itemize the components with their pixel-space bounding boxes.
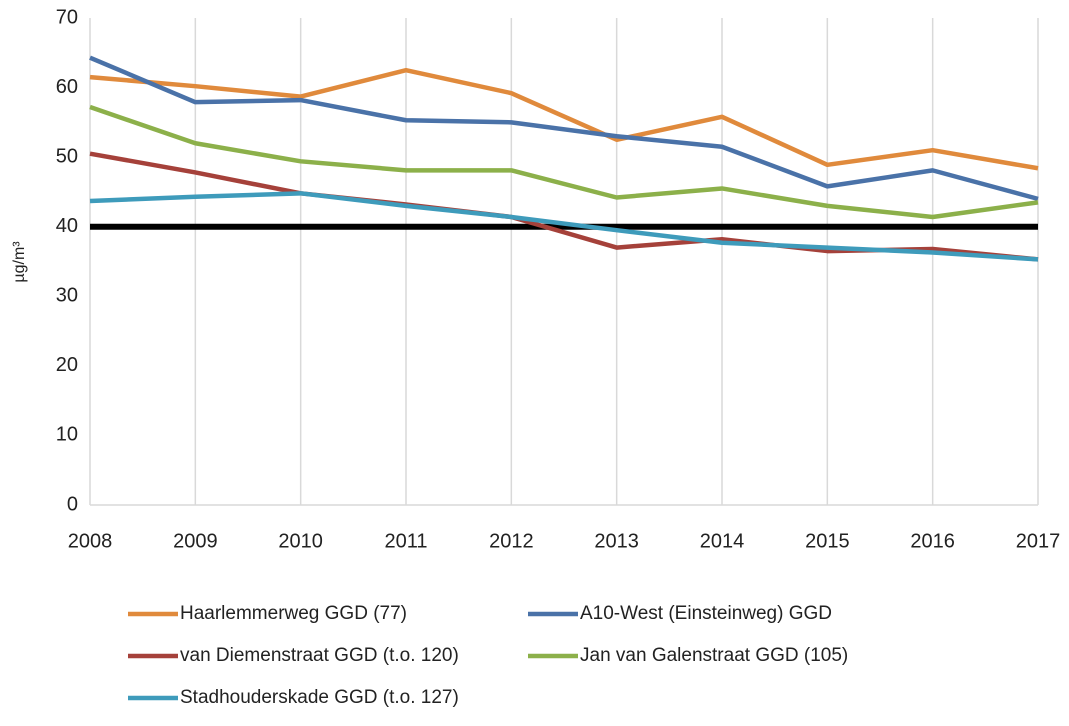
y-tick-label: 20: [56, 354, 78, 376]
legend-label: A10-West (Einsteinweg) GGD: [580, 603, 832, 624]
x-tick-label: 2008: [68, 530, 113, 552]
legend-label: Haarlemmerweg GGD (77): [180, 603, 407, 624]
line: [89, 151, 1039, 262]
line: [89, 67, 1039, 171]
x-tick-label: 2013: [594, 530, 639, 552]
x-tick-label: 2014: [700, 530, 745, 552]
y-tick-label: 30: [56, 285, 78, 307]
x-tick-label: 2017: [1016, 530, 1061, 552]
legend-label: van Diemenstraat GGD (t.o. 120): [180, 645, 459, 666]
y-tick-label: 60: [56, 76, 78, 98]
x-tick-label: 2015: [805, 530, 850, 552]
y-tick-label: 40: [56, 215, 78, 237]
y-tick-label: 50: [56, 145, 78, 167]
y-tick-label: 10: [56, 424, 78, 446]
line: [89, 55, 1039, 202]
legend-label: Jan van Galenstraat GGD (105): [580, 645, 848, 666]
y-tick-label: 70: [56, 6, 78, 28]
line: [89, 191, 1039, 262]
y-axis-label: µg/m³: [11, 241, 28, 283]
x-tick-label: 2010: [278, 530, 323, 552]
x-tick-label: 2012: [489, 530, 534, 552]
legend-label: Stadhouderskade GGD (t.o. 127): [180, 687, 459, 708]
line: [89, 104, 1039, 220]
x-tick-label: 2009: [173, 530, 218, 552]
y-tick-label: 0: [67, 493, 78, 515]
x-tick-label: 2016: [910, 530, 955, 552]
x-tick-label: 2011: [384, 530, 427, 552]
